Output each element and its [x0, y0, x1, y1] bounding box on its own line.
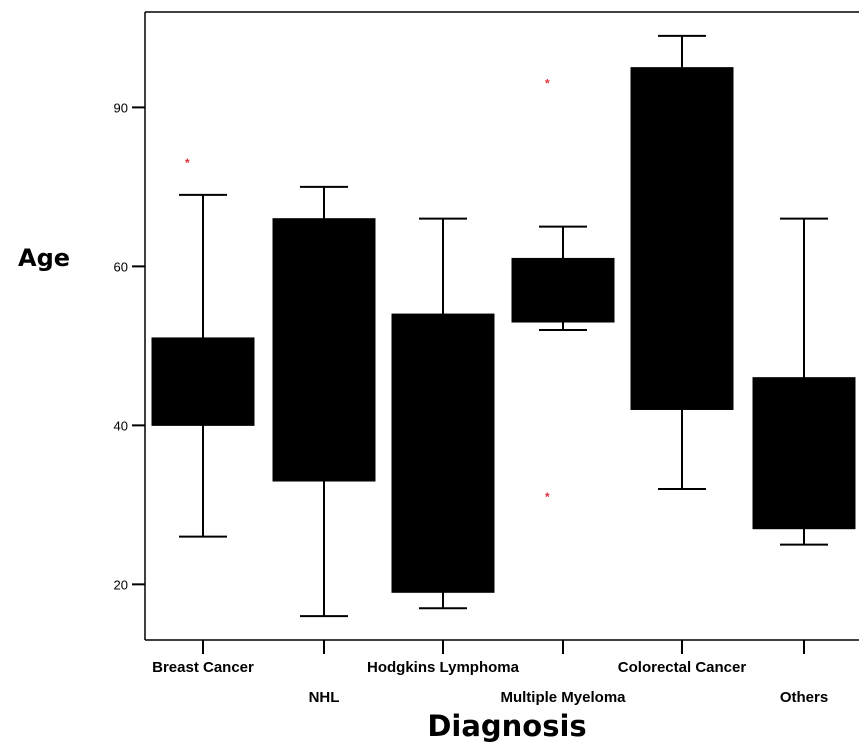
outlier-marker: *	[545, 77, 550, 91]
outlier-marker: *	[545, 490, 550, 504]
y-axis-title: Age	[18, 244, 70, 272]
outlier-marker: *	[185, 156, 190, 170]
box-hodgkins-lymphoma	[391, 313, 495, 593]
x-tick-label: NHL	[309, 689, 340, 706]
y-tick-label: 40	[114, 418, 128, 433]
box-multiple-myeloma	[511, 257, 615, 323]
x-tick-label: Others	[780, 689, 828, 706]
y-tick-label: 90	[114, 100, 128, 115]
x-tick-label: Hodgkins Lymphoma	[367, 659, 520, 676]
y-tick-label: 60	[114, 259, 128, 274]
box-nhl	[272, 218, 376, 482]
x-tick-label: Breast Cancer	[152, 659, 254, 676]
box-others	[752, 377, 856, 530]
box-breast-cancer	[151, 337, 255, 426]
x-axis-title: Diagnosis	[427, 709, 586, 743]
x-tick-label: Colorectal Cancer	[618, 659, 747, 676]
box-colorectal-cancer	[630, 67, 734, 410]
y-tick-label: 20	[114, 577, 128, 592]
x-tick-label: Multiple Myeloma	[500, 689, 626, 706]
